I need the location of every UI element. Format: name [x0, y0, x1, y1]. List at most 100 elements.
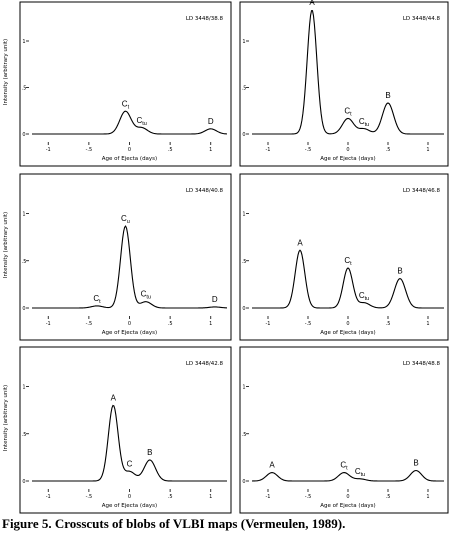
x-tick-label: .5 [168, 494, 173, 500]
x-tick-label: 1 [209, 321, 212, 327]
x-tick-label: -.5 [86, 147, 93, 153]
x-tick-label: -.5 [86, 494, 93, 500]
x-tick-label: .5 [168, 321, 173, 327]
panel-frame [19, 1, 232, 167]
panel-id: LD 3448/44.8 [403, 16, 441, 22]
x-axis-label: Age of Ejecta (days) [102, 330, 157, 336]
peak-label: Ct [344, 256, 352, 267]
peak-label: D [212, 295, 218, 304]
x-tick-label: -1 [266, 147, 271, 153]
chart-panel: LD 3448/40.8 -1 -.5 0 .5 1 Age of Ejecta (days… [3, 173, 232, 341]
x-tick-label: .5 [386, 147, 391, 153]
peak-label: B [147, 448, 152, 457]
x-tick-label: -1 [46, 321, 51, 327]
peak-label: B [385, 91, 390, 100]
chart-panel: LD 3448/44.8 -1 -.5 0 .5 1 Age of Ejecta (days… [239, 0, 449, 167]
intensity-trace [32, 225, 228, 309]
y-tick-label: 1 [242, 39, 245, 45]
peak-label: A [309, 0, 315, 7]
chart-panel: LD 3448/48.8 -1 -.5 0 .5 1 Age of Ejecta (days… [239, 346, 449, 514]
x-tick-label: -.5 [86, 321, 93, 327]
x-tick-label: 0 [128, 494, 131, 500]
y-tick-label: 1 [22, 385, 25, 391]
chart-panel: LD 3448/38.8 -1 -.5 0 .5 1 Age of Ejecta (days… [3, 1, 232, 167]
panel-frame [19, 173, 232, 341]
y-tick-label: .5 [242, 432, 247, 438]
y-tick-label: .5 [242, 259, 247, 265]
peak-label: C [127, 460, 133, 469]
chart-panel: LD 3448/46.8 -1 -.5 0 .5 1 Age of Ejecta (days… [239, 173, 449, 341]
panel-id: LD 3448/40.8 [186, 188, 224, 194]
peak-label: Ct [340, 461, 348, 472]
peak-label: B [413, 459, 418, 468]
y-axis-label: Intensity (arbitrary unit) [3, 212, 9, 278]
peak-label: Ctu [141, 290, 151, 301]
y-tick-label: 0 [242, 479, 245, 485]
intensity-trace [252, 249, 444, 309]
x-tick-label: .5 [386, 494, 391, 500]
peak-label: B [397, 267, 402, 276]
peak-label: Ctu [137, 116, 147, 127]
x-tick-label: 1 [426, 494, 429, 500]
y-tick-label: 1 [22, 39, 25, 45]
panel-frame [239, 1, 449, 167]
x-tick-label: 0 [128, 321, 131, 327]
peak-label: A [297, 238, 303, 247]
panel-id: LD 3448/48.8 [403, 361, 441, 367]
peak-label: Ctu [359, 291, 369, 302]
y-tick-label: 0 [22, 132, 25, 138]
x-tick-label: 1 [209, 494, 212, 500]
panel-id: LD 3448/42.8 [186, 361, 224, 367]
y-tick-label: 0 [242, 306, 245, 312]
x-axis-label: Age of Ejecta (days) [320, 503, 375, 509]
intensity-trace [251, 469, 444, 482]
x-axis-label: Age of Ejecta (days) [320, 330, 375, 336]
x-tick-label: -1 [266, 494, 271, 500]
panel-id: LD 3448/46.8 [403, 188, 441, 194]
panel-id: LD 3448/38.8 [186, 16, 224, 22]
x-axis-label: Age of Ejecta (days) [320, 156, 375, 162]
panel-frame [239, 173, 449, 341]
x-tick-label: 0 [346, 321, 349, 327]
y-tick-label: 1 [242, 212, 245, 218]
peak-label: D [208, 117, 214, 126]
peak-label: A [111, 393, 117, 402]
peak-label: Ctu [359, 117, 369, 128]
y-axis-label: Intensity (arbitrary unit) [3, 385, 9, 451]
panel-frame [19, 346, 232, 514]
x-tick-label: 1 [209, 147, 212, 153]
y-tick-label: 1 [242, 385, 245, 391]
x-tick-label: -1 [46, 147, 51, 153]
caption-label: Figure 5. [2, 516, 52, 531]
x-tick-label: -.5 [305, 147, 312, 153]
caption-text: Crosscuts of blobs of VLBI maps (Vermeul… [54, 516, 346, 531]
peak-label: Ct [93, 294, 101, 305]
x-tick-label: -1 [46, 494, 51, 500]
y-tick-label: 1 [22, 212, 25, 218]
y-tick-label: 0 [22, 479, 25, 485]
y-tick-label: .5 [22, 259, 27, 265]
y-tick-label: .5 [22, 86, 27, 92]
y-tick-label: 0 [22, 306, 25, 312]
x-tick-label: .5 [168, 147, 173, 153]
y-tick-label: .5 [242, 86, 247, 92]
y-axis-label: Intensity (arbitrary unit) [3, 39, 9, 105]
chart-panel: LD 3448/42.8 -1 -.5 0 .5 1 Age of Ejecta (days… [3, 346, 232, 514]
intensity-trace [32, 404, 227, 482]
x-tick-label: -.5 [305, 321, 312, 327]
peak-label: Ct [122, 99, 130, 110]
x-axis-label: Age of Ejecta (days) [102, 156, 157, 162]
x-tick-label: 0 [128, 147, 131, 153]
peak-label: Cu [121, 214, 130, 225]
peak-label: Ct [344, 107, 352, 118]
x-tick-label: 1 [426, 321, 429, 327]
y-tick-label: 0 [242, 132, 245, 138]
figure-caption: Figure 5. Crosscuts of blobs of VLBI map… [2, 516, 449, 532]
x-axis-label: Age of Ejecta (days) [102, 503, 157, 509]
x-tick-label: 1 [426, 147, 429, 153]
x-tick-label: -.5 [305, 494, 312, 500]
x-tick-label: 0 [346, 147, 349, 153]
x-tick-label: -1 [266, 321, 271, 327]
peak-label: Ctu [355, 467, 365, 478]
